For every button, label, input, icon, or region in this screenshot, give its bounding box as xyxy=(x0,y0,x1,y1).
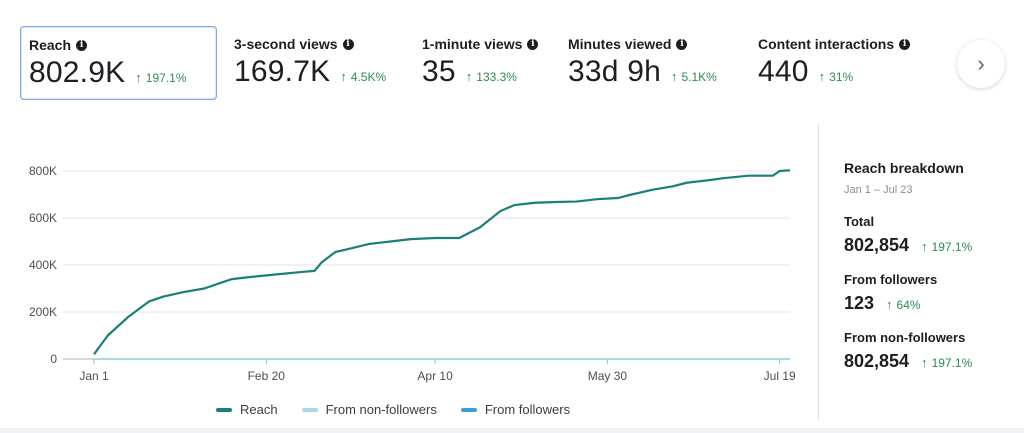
breakdown-value: 802,854 xyxy=(844,351,910,371)
y-tick-label: 600K xyxy=(29,211,57,225)
legend-item-reach[interactable]: Reach xyxy=(216,402,278,417)
legend-label: From followers xyxy=(484,402,571,417)
breakdown-change: ↑ 197.1% xyxy=(921,355,973,370)
y-tick-label: 800K xyxy=(29,164,57,178)
info-icon[interactable]: i xyxy=(899,38,911,50)
x-tick-label: May 30 xyxy=(588,369,628,383)
x-tick-label: Jan 1 xyxy=(79,369,109,383)
breakdown-non-followers: From non-followers 802,854 ↑ 197.1% xyxy=(844,330,1019,372)
metric-change: ↑ 31% xyxy=(818,69,854,84)
arrow-up-icon: ↑ xyxy=(921,355,928,370)
reach-chart: 0 200K 400K 600K 800K Jan 1 Feb 20 Apr 10 May 30… xyxy=(0,118,810,433)
metrics-bar: Reach i 802.9K ↑ 197.1% 3-second views i 169… xyxy=(0,0,1024,110)
legend-item-non-followers[interactable]: From non-followers xyxy=(301,402,437,417)
metric-value: 35 xyxy=(422,55,456,88)
legend-swatch xyxy=(301,407,318,412)
info-icon[interactable]: i xyxy=(527,38,539,50)
metric-value: 440 xyxy=(758,55,809,88)
breakdown-label: Total xyxy=(844,214,875,229)
chart-legend: Reach From non-followers From followers xyxy=(216,402,570,417)
metric-change: ↑ 197.1% xyxy=(135,70,187,85)
arrow-up-icon: ↑ xyxy=(465,69,473,84)
info-icon[interactable]: i xyxy=(676,38,688,50)
metric-value: 33d 9h xyxy=(568,55,661,88)
arrow-up-icon: ↑ xyxy=(670,69,678,84)
metric-label: Minutes viewed xyxy=(568,36,672,52)
panel-divider xyxy=(818,124,819,420)
breakdown-label: From non-followers xyxy=(844,330,966,345)
metric-change: ↑ 133.3% xyxy=(465,69,517,84)
breakdown-title: Reach breakdown xyxy=(844,160,964,176)
metric-card-minutes-viewed[interactable]: Minutes viewed i 33d 9h ↑ 5.1K% xyxy=(560,26,742,100)
reach-breakdown-panel: Reach breakdown Jan 1 – Jul 23 Total 802… xyxy=(844,160,1019,372)
legend-label: Reach xyxy=(240,402,278,417)
series-line-reach xyxy=(93,169,791,355)
legend-item-followers[interactable]: From followers xyxy=(460,402,571,417)
breakdown-followers: From followers 123 ↑ 64% xyxy=(844,272,1019,314)
metric-label: Reach xyxy=(29,37,72,53)
arrow-up-icon: ↑ xyxy=(135,70,142,85)
x-tick-label: Jul 19 xyxy=(764,369,796,383)
metric-value: 169.7K xyxy=(234,55,331,88)
y-tick-label: 400K xyxy=(29,258,57,272)
legend-label: From non-followers xyxy=(325,402,437,417)
breakdown-change: ↑ 64% xyxy=(886,297,921,312)
breakdown-value: 802,854 xyxy=(844,235,910,255)
info-icon[interactable]: i xyxy=(342,38,354,50)
metric-label: Content interactions xyxy=(758,36,895,52)
breakdown-label: From followers xyxy=(844,272,938,287)
metric-card-1-minute-views[interactable]: 1-minute views i 35 ↑ 133.3% xyxy=(414,26,554,100)
breakdown-date-range: Jan 1 – Jul 23 xyxy=(844,184,913,196)
metric-value: 802.9K xyxy=(29,56,126,89)
legend-swatch xyxy=(216,407,232,412)
metric-label: 3-second views xyxy=(234,36,338,52)
arrow-up-icon: ↑ xyxy=(818,69,826,84)
arrow-up-icon: ↑ xyxy=(921,239,928,254)
next-metrics-button[interactable]: › xyxy=(957,40,1005,88)
metric-change: ↑ 4.5K% xyxy=(340,69,387,84)
metric-label: 1-minute views xyxy=(422,36,523,52)
reach-chart-svg: 0 200K 400K 600K 800K Jan 1 Feb 20 Apr 10 May 30… xyxy=(29,164,796,383)
breakdown-value: 123 xyxy=(844,293,875,313)
y-tick-label: 0 xyxy=(50,352,57,366)
legend-swatch xyxy=(460,407,477,412)
x-tick-label: Apr 10 xyxy=(417,369,453,383)
x-tick-label: Feb 20 xyxy=(248,369,286,383)
breakdown-change: ↑ 197.1% xyxy=(921,239,973,254)
chevron-right-icon: › xyxy=(977,51,985,76)
metric-card-reach[interactable]: Reach i 802.9K ↑ 197.1% xyxy=(20,26,217,100)
metric-card-content-interactions[interactable]: Content interactions i 440 ↑ 31% xyxy=(750,26,930,100)
bottom-strip xyxy=(0,428,1024,433)
metric-card-3-second-views[interactable]: 3-second views i 169.7K ↑ 4.5K% xyxy=(226,26,406,100)
metric-change: ↑ 5.1K% xyxy=(670,69,717,84)
y-tick-label: 200K xyxy=(29,305,57,319)
arrow-up-icon: ↑ xyxy=(886,297,893,312)
info-icon[interactable]: i xyxy=(76,39,88,51)
breakdown-total: Total 802,854 ↑ 197.1% xyxy=(844,214,1019,256)
arrow-up-icon: ↑ xyxy=(340,69,347,84)
